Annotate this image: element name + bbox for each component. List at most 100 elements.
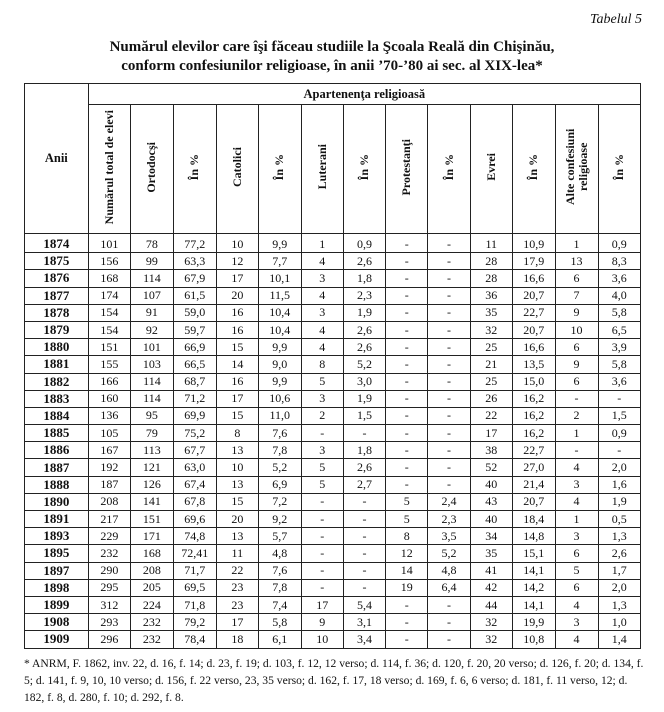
cell: 15 (215, 406, 259, 426)
cell: 121 (130, 458, 174, 477)
column-header: În % (511, 104, 556, 234)
cell: 78,4 (172, 630, 217, 649)
cell: 167 (87, 441, 132, 460)
cell: 67,7 (172, 441, 217, 460)
cell: 10,1 (257, 269, 302, 288)
cell: 95 (130, 406, 174, 426)
column-header-text: Protestanţi (399, 138, 414, 196)
cell: 290 (87, 561, 132, 580)
cell: 75,2 (172, 424, 217, 443)
cell: 13 (215, 527, 259, 546)
cell: 32 (469, 613, 513, 632)
column-header-text: Ortodocşi (144, 141, 159, 193)
cell: 232 (130, 630, 174, 649)
cell: 6,5 (597, 320, 642, 340)
cell: 5,2 (342, 355, 387, 374)
cell: 20 (215, 509, 259, 529)
column-header-text: În % (187, 153, 202, 181)
cell: 5,8 (597, 355, 642, 374)
cell: - (427, 441, 471, 460)
cell: - (427, 320, 471, 340)
cell: 2,3 (427, 509, 471, 529)
cell: - (385, 232, 429, 254)
year-cell: 1898 (24, 578, 89, 597)
cell: 16,6 (511, 269, 556, 288)
table-row: 1895 232 168 72,41 11 4,8- -12 5,2 35 15,1 6 2,6 (24, 544, 642, 563)
cell: 61,5 (172, 286, 217, 305)
cell: 19 (385, 578, 429, 597)
column-header: Alte confesiuni religioase (554, 104, 599, 234)
cell: 14 (385, 561, 429, 580)
cell: - (342, 561, 387, 580)
cell: 15,0 (511, 372, 556, 391)
cell: 72,41 (172, 544, 217, 563)
cell: 66,9 (172, 338, 217, 357)
cell: - (554, 441, 599, 460)
cell: - (385, 475, 429, 494)
column-header-text: Alte confesiuni religioase (562, 128, 590, 206)
cell: 16,6 (511, 338, 556, 357)
cell: 5,7 (257, 527, 302, 546)
cell: 14,1 (511, 561, 556, 580)
cell: 99 (130, 252, 174, 271)
cell: - (385, 424, 429, 443)
year-cell: 1893 (24, 527, 89, 546)
cell: - (597, 389, 642, 408)
cell: 11,0 (257, 406, 302, 426)
cell: - (427, 232, 471, 254)
cell: 2,6 (342, 320, 387, 340)
cell: 154 (87, 320, 132, 340)
column-header-text: Numărul total de elevi (101, 109, 116, 225)
year-cell: 1883 (24, 389, 89, 408)
cell: 68,7 (172, 372, 217, 391)
cell: 3 (554, 475, 599, 494)
cell: - (300, 424, 344, 443)
cell: 1,5 (597, 406, 642, 426)
table-row: 1885 105 79 75,2 8 7,6- - - -17 16,2 1 0,9 (24, 424, 642, 443)
cell: 5,2 (257, 458, 302, 477)
cell: 16 (215, 320, 259, 340)
cell: 114 (130, 269, 174, 288)
cell: 35 (469, 303, 513, 322)
cell: 7,8 (257, 441, 302, 460)
cell: 174 (87, 286, 132, 305)
cell: - (385, 389, 429, 408)
cell: 17 (469, 424, 513, 443)
cell: 16 (215, 303, 259, 322)
cell: - (300, 544, 344, 563)
table-row: 1874 101 78 77,2 10 9,9 1 0,9- -11 10,9 1 0,9 (24, 232, 642, 254)
cell: 1,4 (597, 630, 642, 649)
cell: 71,7 (172, 561, 217, 580)
cell: 3 (554, 613, 599, 632)
year-cell: 1881 (24, 355, 89, 374)
cell: 13 (215, 475, 259, 494)
cell: - (342, 578, 387, 597)
year-cell: 1899 (24, 595, 89, 615)
cell: 126 (130, 475, 174, 494)
cell: 14,8 (511, 527, 556, 546)
cell: 63,0 (172, 458, 217, 477)
cell: 23 (215, 578, 259, 597)
cell: 78 (130, 232, 174, 254)
table-head: Anii Apartenenţa religioasă Numărul total … (24, 83, 642, 234)
year-cell: 1888 (24, 475, 89, 494)
cell: 1,0 (597, 613, 642, 632)
year-cell: 1887 (24, 458, 89, 477)
cell: 79 (130, 424, 174, 443)
header-row: Numărul total de elevi Ortodocşi În % Catol… (25, 104, 642, 234)
cell: 69,5 (172, 578, 217, 597)
cell: 2,6 (342, 252, 387, 271)
cell: 18 (215, 630, 259, 649)
cell: 20,7 (511, 320, 556, 340)
year-cell: 1908 (24, 613, 89, 632)
cell: 28 (469, 252, 513, 271)
cell: 5 (300, 475, 344, 494)
cell: 3 (300, 303, 344, 322)
column-header: În % (172, 104, 217, 234)
column-header: În % (342, 104, 387, 234)
cell: - (427, 458, 471, 477)
year-cell: 1909 (24, 630, 89, 649)
cell: 229 (87, 527, 132, 546)
column-header: În % (597, 104, 642, 234)
cell: 9 (554, 355, 599, 374)
